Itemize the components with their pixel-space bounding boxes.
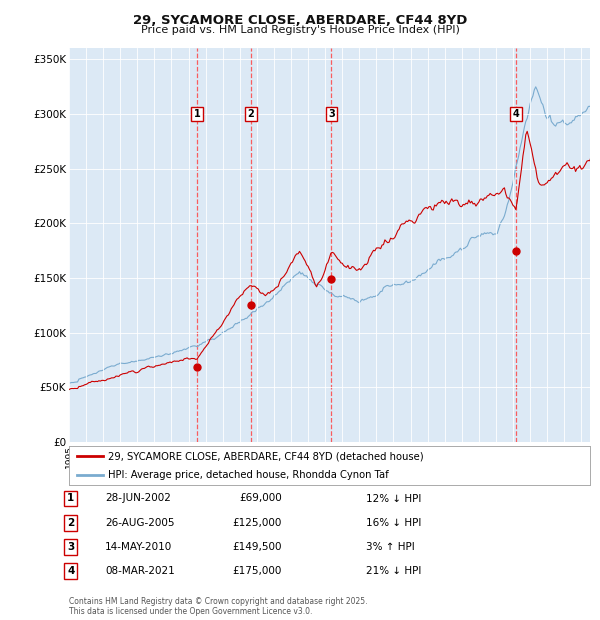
Text: 3% ↑ HPI: 3% ↑ HPI xyxy=(366,542,415,552)
Text: 16% ↓ HPI: 16% ↓ HPI xyxy=(366,518,421,528)
Text: 1: 1 xyxy=(194,109,200,119)
Text: 12% ↓ HPI: 12% ↓ HPI xyxy=(366,494,421,503)
Text: 28-JUN-2002: 28-JUN-2002 xyxy=(105,494,171,503)
Text: £69,000: £69,000 xyxy=(239,494,282,503)
Text: 29, SYCAMORE CLOSE, ABERDARE, CF44 8YD (detached house): 29, SYCAMORE CLOSE, ABERDARE, CF44 8YD (… xyxy=(108,451,424,461)
Text: 26-AUG-2005: 26-AUG-2005 xyxy=(105,518,175,528)
Text: 29, SYCAMORE CLOSE, ABERDARE, CF44 8YD: 29, SYCAMORE CLOSE, ABERDARE, CF44 8YD xyxy=(133,14,467,27)
Text: 3: 3 xyxy=(67,542,74,552)
Text: Price paid vs. HM Land Registry's House Price Index (HPI): Price paid vs. HM Land Registry's House … xyxy=(140,25,460,35)
Text: 2: 2 xyxy=(247,109,254,119)
Text: £125,000: £125,000 xyxy=(233,518,282,528)
Text: 2: 2 xyxy=(67,518,74,528)
Text: Contains HM Land Registry data © Crown copyright and database right 2025.
This d: Contains HM Land Registry data © Crown c… xyxy=(69,597,367,616)
Text: £149,500: £149,500 xyxy=(233,542,282,552)
Text: 3: 3 xyxy=(328,109,335,119)
Text: HPI: Average price, detached house, Rhondda Cynon Taf: HPI: Average price, detached house, Rhon… xyxy=(108,470,389,480)
Text: 21% ↓ HPI: 21% ↓ HPI xyxy=(366,566,421,576)
Text: £175,000: £175,000 xyxy=(233,566,282,576)
Text: 4: 4 xyxy=(512,109,520,119)
Text: 14-MAY-2010: 14-MAY-2010 xyxy=(105,542,172,552)
Text: 4: 4 xyxy=(67,566,74,576)
Text: 1: 1 xyxy=(67,494,74,503)
Text: 08-MAR-2021: 08-MAR-2021 xyxy=(105,566,175,576)
